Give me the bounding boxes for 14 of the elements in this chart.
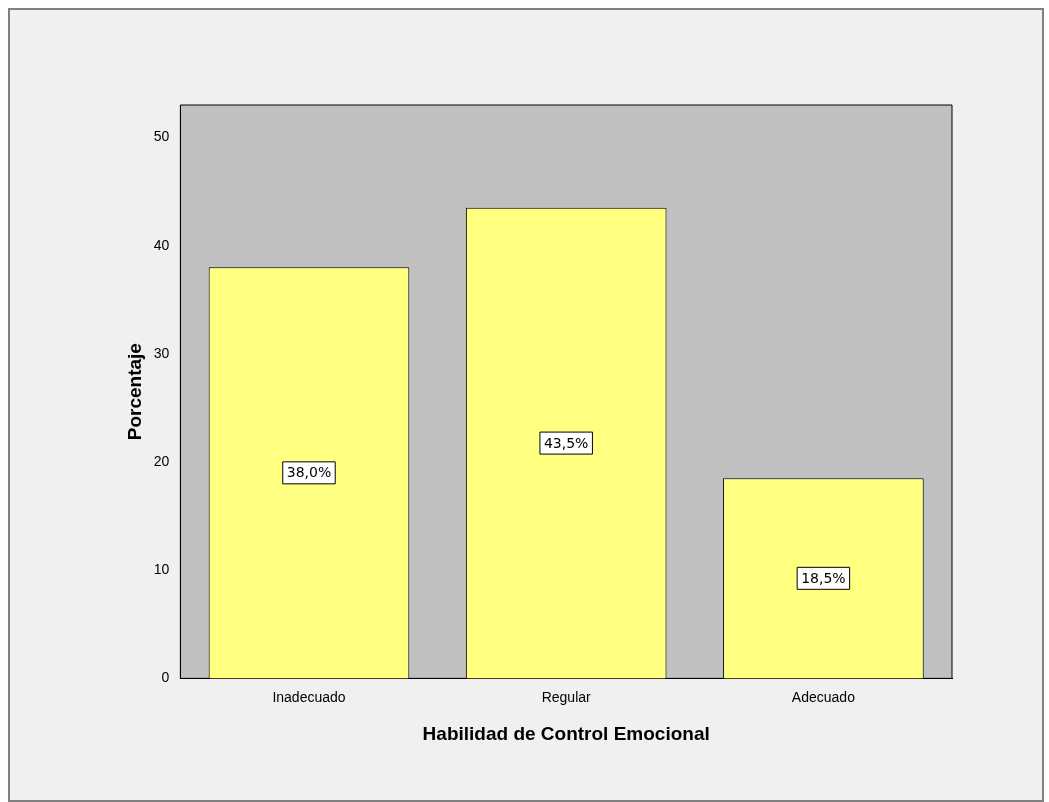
x-axis-title: Habilidad de Control Emocional <box>422 722 710 744</box>
y-axis-title: Porcentaje <box>123 343 145 441</box>
data-label: 38,0% <box>286 464 332 481</box>
data-label: 18,5% <box>801 569 846 586</box>
y-tick-label: 30 <box>153 344 170 361</box>
y-tick-label: 40 <box>153 236 170 253</box>
y-tick-label: 50 <box>153 128 170 145</box>
y-tick-label: 20 <box>153 452 170 469</box>
x-tick-label: Inadecuado <box>272 688 346 705</box>
x-tick-label: Regular <box>541 688 592 705</box>
y-tick-label: 10 <box>153 561 170 578</box>
data-label: 43,5% <box>543 434 589 451</box>
y-tick-label: 0 <box>161 669 170 686</box>
x-tick-label: Adecuado <box>791 688 856 705</box>
